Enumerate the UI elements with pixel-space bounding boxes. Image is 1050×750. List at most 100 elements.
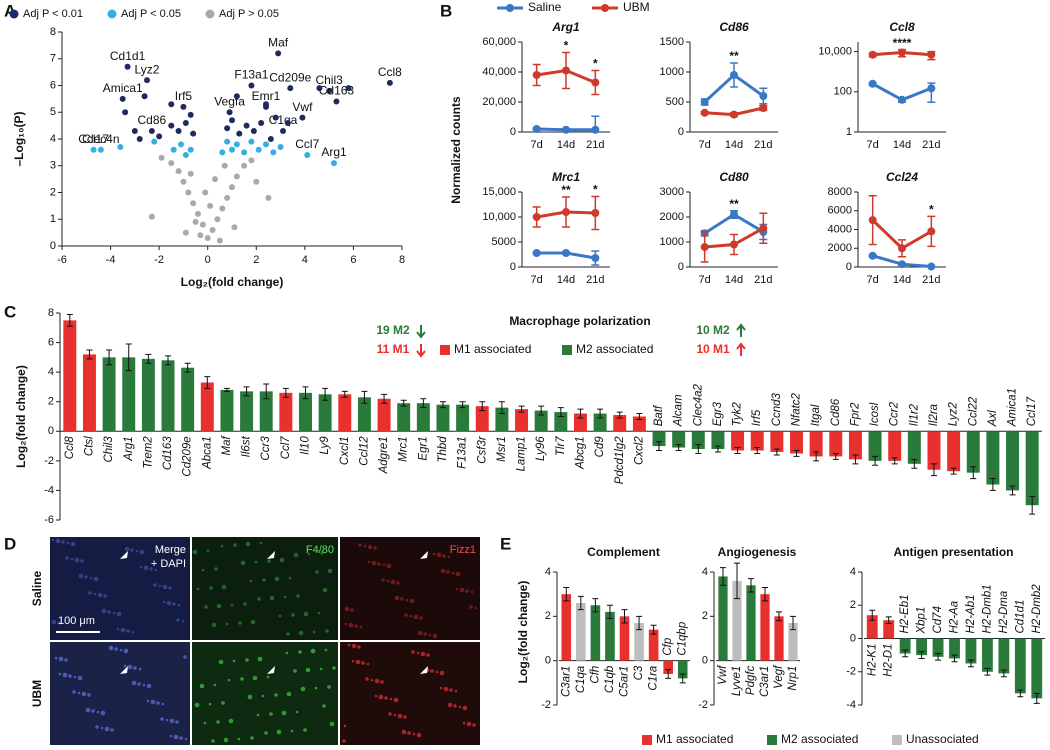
cell bbox=[377, 562, 381, 566]
cell bbox=[374, 694, 378, 698]
y-tick-label: 4 bbox=[850, 566, 856, 578]
category-label: Ccl8 bbox=[64, 436, 76, 460]
category-label: Amica1 bbox=[1007, 388, 1019, 427]
cell bbox=[465, 589, 469, 593]
cell bbox=[367, 560, 371, 564]
y-tick-label: 4 bbox=[545, 566, 551, 578]
cell bbox=[283, 595, 287, 599]
y-tick-label: 0 bbox=[510, 261, 516, 273]
bar bbox=[927, 431, 941, 470]
point bbox=[248, 157, 255, 164]
legend-label: M2 associated bbox=[576, 342, 653, 356]
bar bbox=[141, 358, 155, 432]
cell bbox=[220, 544, 224, 548]
cell bbox=[154, 568, 158, 572]
error-bar bbox=[1033, 692, 1040, 704]
error-bar bbox=[125, 343, 132, 372]
cell bbox=[201, 568, 205, 572]
cell bbox=[77, 675, 83, 681]
point bbox=[224, 125, 231, 132]
cell bbox=[361, 661, 365, 665]
micrograph bbox=[192, 642, 338, 745]
point bbox=[255, 146, 262, 153]
point bbox=[229, 117, 235, 124]
category-label: Ccl7 bbox=[280, 436, 292, 460]
cell bbox=[116, 611, 122, 617]
point bbox=[562, 249, 570, 257]
cell bbox=[211, 739, 215, 743]
error-bar bbox=[204, 376, 211, 389]
error-bar bbox=[790, 615, 796, 631]
cell bbox=[199, 683, 205, 689]
bar bbox=[561, 594, 572, 661]
cell bbox=[355, 659, 361, 665]
cell bbox=[470, 590, 474, 594]
point bbox=[299, 114, 306, 121]
cell bbox=[126, 629, 130, 633]
cell bbox=[209, 586, 213, 590]
bar bbox=[965, 638, 977, 664]
category-label: Cd1d1 bbox=[1014, 600, 1026, 634]
category-label: Adgre1 bbox=[378, 436, 390, 474]
cell bbox=[403, 715, 407, 719]
category-label: C3ar1 bbox=[560, 666, 572, 697]
error-bar bbox=[902, 649, 909, 658]
cell bbox=[61, 540, 65, 544]
cell bbox=[101, 608, 107, 614]
error-bar bbox=[341, 390, 348, 398]
category-label: Cfh bbox=[589, 666, 601, 684]
y-tick-label: -4 bbox=[846, 699, 856, 711]
x-tick-label: 14d bbox=[893, 274, 911, 286]
error-bar bbox=[381, 393, 388, 404]
cell bbox=[51, 538, 55, 542]
cell bbox=[409, 598, 415, 604]
point bbox=[236, 130, 243, 137]
y-tick-label: 0 bbox=[850, 632, 856, 644]
significance: ** bbox=[729, 197, 739, 211]
category-label: H2-D1 bbox=[883, 644, 895, 677]
cell bbox=[332, 666, 336, 670]
x-tick-label: 7d bbox=[531, 139, 543, 151]
cell bbox=[146, 699, 150, 703]
cell bbox=[91, 709, 95, 713]
point bbox=[591, 125, 600, 134]
cell bbox=[240, 677, 244, 681]
y-tick-label: 4 bbox=[48, 366, 54, 378]
cell bbox=[380, 680, 384, 684]
cell bbox=[238, 621, 242, 625]
x-tick-label: 21d bbox=[754, 139, 772, 151]
cell bbox=[156, 701, 160, 705]
category-label: Vegf bbox=[773, 664, 785, 689]
channel-label: Fizz1 bbox=[450, 544, 476, 556]
bar bbox=[672, 431, 686, 448]
cell bbox=[443, 686, 449, 692]
cell bbox=[158, 584, 162, 588]
point bbox=[168, 101, 175, 108]
point bbox=[124, 63, 131, 70]
y-tick-label: 0 bbox=[48, 425, 54, 437]
category-label: Arg1 bbox=[123, 436, 135, 461]
error-bar bbox=[302, 386, 309, 400]
bar bbox=[181, 367, 195, 432]
cell bbox=[389, 697, 393, 701]
cell bbox=[405, 598, 409, 602]
category-label: Il1r2 bbox=[908, 403, 920, 426]
cell bbox=[70, 557, 74, 561]
bar bbox=[279, 392, 293, 432]
point bbox=[898, 48, 906, 57]
error-bar bbox=[1009, 485, 1016, 496]
cell bbox=[359, 625, 363, 629]
error-bar bbox=[950, 467, 957, 475]
point bbox=[180, 178, 187, 185]
category-label: Xbp1 bbox=[916, 607, 928, 635]
bar bbox=[790, 431, 803, 454]
point-label: Cd86 bbox=[138, 113, 167, 127]
cell bbox=[64, 658, 68, 662]
point bbox=[180, 103, 187, 110]
cell bbox=[65, 556, 69, 560]
category-label: H2-K1 bbox=[866, 644, 878, 677]
cell bbox=[305, 667, 311, 673]
cell bbox=[95, 725, 99, 729]
bar bbox=[883, 620, 895, 639]
